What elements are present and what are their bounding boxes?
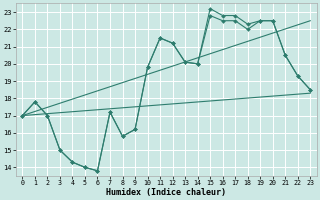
X-axis label: Humidex (Indice chaleur): Humidex (Indice chaleur) [106,188,226,197]
